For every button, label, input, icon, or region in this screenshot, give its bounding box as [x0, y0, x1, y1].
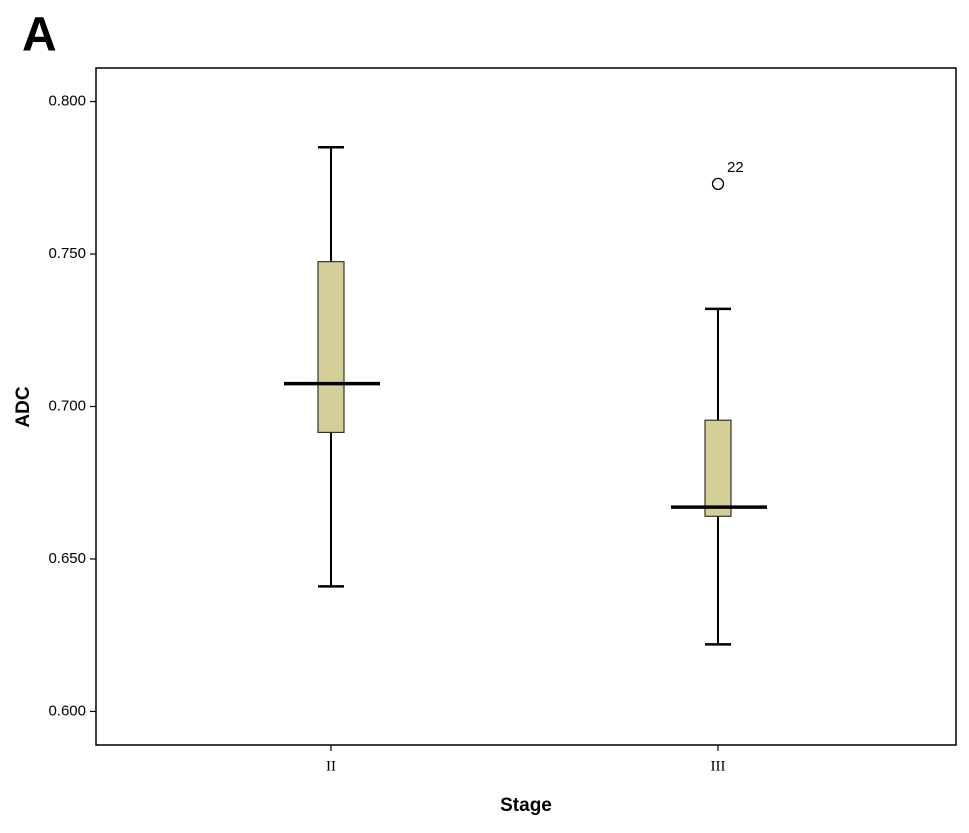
plot-frame [95, 67, 957, 746]
x-axis-title: Stage [500, 795, 552, 816]
y-axis-title: ADC [13, 386, 34, 427]
x-tick-label: III [711, 758, 726, 774]
box [317, 261, 345, 434]
y-tick-label: 0.750 [48, 245, 86, 262]
y-tick-label: 0.600 [48, 702, 86, 719]
y-tick-label: 0.800 [48, 93, 86, 110]
box [704, 419, 732, 517]
x-tick-label: II [326, 758, 336, 774]
y-tick-label: 0.650 [48, 550, 86, 567]
panel-label: A [22, 9, 57, 62]
outlier-label: 22 [727, 159, 744, 176]
y-tick-label: 0.700 [48, 397, 86, 414]
outlier [711, 177, 725, 191]
